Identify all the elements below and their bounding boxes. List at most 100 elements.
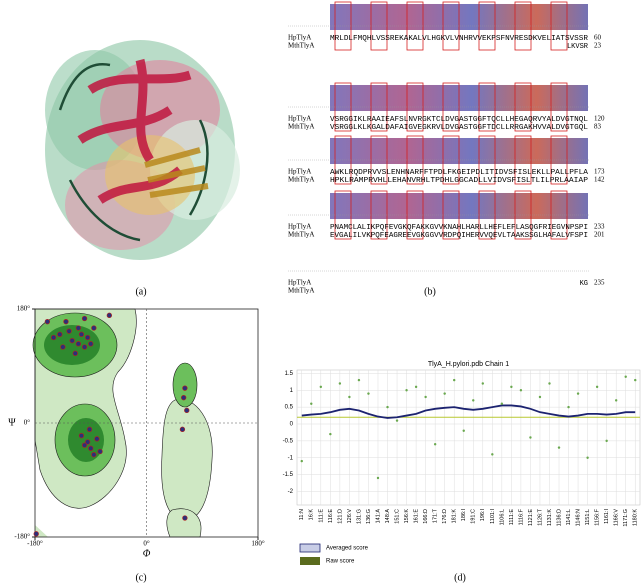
- sequence: AWKLRQDPRVVSLENHNARFFTPDLFKGEIPDLITIDVSF…: [330, 169, 589, 177]
- x-tick-label: 171:T: [433, 508, 439, 523]
- raw-point: [491, 453, 494, 456]
- x-tick-label: 121:D: [337, 509, 343, 524]
- raw-point: [529, 436, 532, 439]
- x-tick-label: 196:I: [480, 509, 486, 522]
- sequence-name: MthTlyA: [288, 176, 314, 184]
- plot-frame: [296, 369, 641, 506]
- point: [33, 531, 39, 537]
- x-tick-label: 166:D: [423, 509, 429, 524]
- raw-point: [472, 399, 475, 402]
- point: [184, 407, 190, 413]
- panel-label: (a): [135, 286, 146, 297]
- sequence-name: MthTlyA: [288, 287, 314, 295]
- point: [50, 334, 57, 341]
- point: [57, 331, 63, 337]
- raw-point: [481, 382, 484, 385]
- x-tick-label: 1166:V: [614, 509, 620, 526]
- sequence: EVGALILVKPQFEAGREEVGKGGVVRDPQIHERVVQEVLT…: [330, 232, 588, 240]
- sequence-name: MthTlyA: [288, 42, 314, 50]
- x-tick-label: 186:I: [461, 509, 467, 522]
- x-tick-label: -180°: [27, 540, 43, 548]
- raw-point: [405, 389, 408, 392]
- residue-number: 120: [594, 115, 605, 123]
- x-tick-label: 1161:I: [604, 509, 610, 524]
- raw-point: [300, 459, 303, 463]
- point: [75, 325, 82, 331]
- residue-number: 233: [594, 223, 605, 231]
- y-tick-label: -180°: [14, 533, 30, 541]
- point: [81, 442, 88, 448]
- x-tick-label: 151:C: [394, 509, 400, 524]
- x-tick-label: 1131:K: [547, 509, 553, 526]
- raw-point: [338, 382, 342, 385]
- x-tick-label: 161:E: [414, 509, 420, 524]
- sequence: LKVSR: [567, 43, 589, 51]
- x-tick-label: 1121:E: [528, 509, 534, 526]
- raw-point: [519, 389, 523, 392]
- x-tick-label: 1136:D: [556, 509, 562, 526]
- x-tick-label: 1101:I: [490, 509, 496, 524]
- sequence: VSRGGLKLKGALDAFAIGVEGKRVLDVGASTGGFTDCLLR…: [330, 124, 588, 132]
- raw-point: [548, 382, 551, 385]
- y-tick-label: 0°: [24, 419, 31, 427]
- x-tick-label: 156:K: [404, 509, 410, 524]
- point: [182, 515, 188, 521]
- point: [181, 395, 187, 401]
- point: [85, 439, 91, 445]
- x-tick-label: 126:V: [347, 509, 353, 524]
- legend-swatch: [299, 543, 321, 553]
- x-tick-label: 141:A: [375, 509, 381, 524]
- raw-point: [367, 392, 370, 395]
- point: [97, 448, 103, 455]
- raw-point: [634, 378, 637, 382]
- panel-label: (b): [424, 286, 436, 297]
- x-tick-label: 1116:F: [518, 508, 524, 525]
- x-tick-label: 1111:E: [509, 509, 515, 526]
- sequence-name: HpTlyA: [288, 168, 311, 176]
- x-tick-label: 11:N: [299, 509, 305, 520]
- raw-point: [567, 405, 570, 409]
- y-tick-label: 180°: [17, 305, 31, 313]
- plots: -180° 0° 180° -180° 0° 180° Φ Ψ TlyA_H.pylori.pd…: [8, 305, 641, 565]
- averaged-line: [301, 404, 636, 419]
- point: [106, 312, 112, 318]
- raw-point: [424, 395, 427, 399]
- y-tick-label: 0.5: [285, 405, 294, 411]
- x-tick-label: 1171:G: [623, 509, 629, 527]
- point: [78, 433, 85, 439]
- alignment: HpTlyA MRLDLFMQHLVSSREKAKALVLHGKVLVNHRVVE…: [288, 1, 605, 295]
- raw-point: [319, 385, 323, 389]
- raw-point: [462, 429, 465, 432]
- point: [81, 344, 88, 350]
- residue-number: 173: [594, 168, 605, 176]
- raw-point: [595, 385, 599, 389]
- point: [78, 331, 85, 337]
- sequence: KG: [580, 280, 588, 288]
- raw-point: [433, 443, 437, 446]
- sequence-name: HpTlyA: [288, 115, 311, 123]
- point: [91, 452, 97, 458]
- raw-point: [386, 405, 389, 409]
- legend-swatch: [300, 557, 320, 565]
- y-tick-label: -1: [288, 455, 294, 461]
- point: [69, 338, 75, 344]
- raw-point: [443, 392, 446, 395]
- x-tick-label: 0°: [143, 540, 150, 548]
- x-tick-label: 1180:K: [633, 509, 639, 526]
- x-tick-label: 191:C: [471, 509, 477, 524]
- raw-point: [624, 375, 627, 378]
- point: [91, 325, 97, 331]
- raw-point: [538, 395, 542, 399]
- x-tick-label: 1156:F: [595, 508, 601, 525]
- residue-number: 60: [594, 34, 602, 42]
- protein-structure: [45, 40, 240, 260]
- raw-point: [395, 419, 399, 422]
- x-tick-label: 16:K: [309, 509, 315, 521]
- x-tick-label: 111:E: [318, 509, 324, 523]
- x-tick-label: 148:A: [385, 509, 391, 524]
- panel-label: (d): [454, 572, 466, 583]
- x-tick-label: 176:D: [442, 509, 448, 524]
- raw-point: [557, 446, 561, 449]
- sequence-name: MthTlyA: [288, 231, 314, 239]
